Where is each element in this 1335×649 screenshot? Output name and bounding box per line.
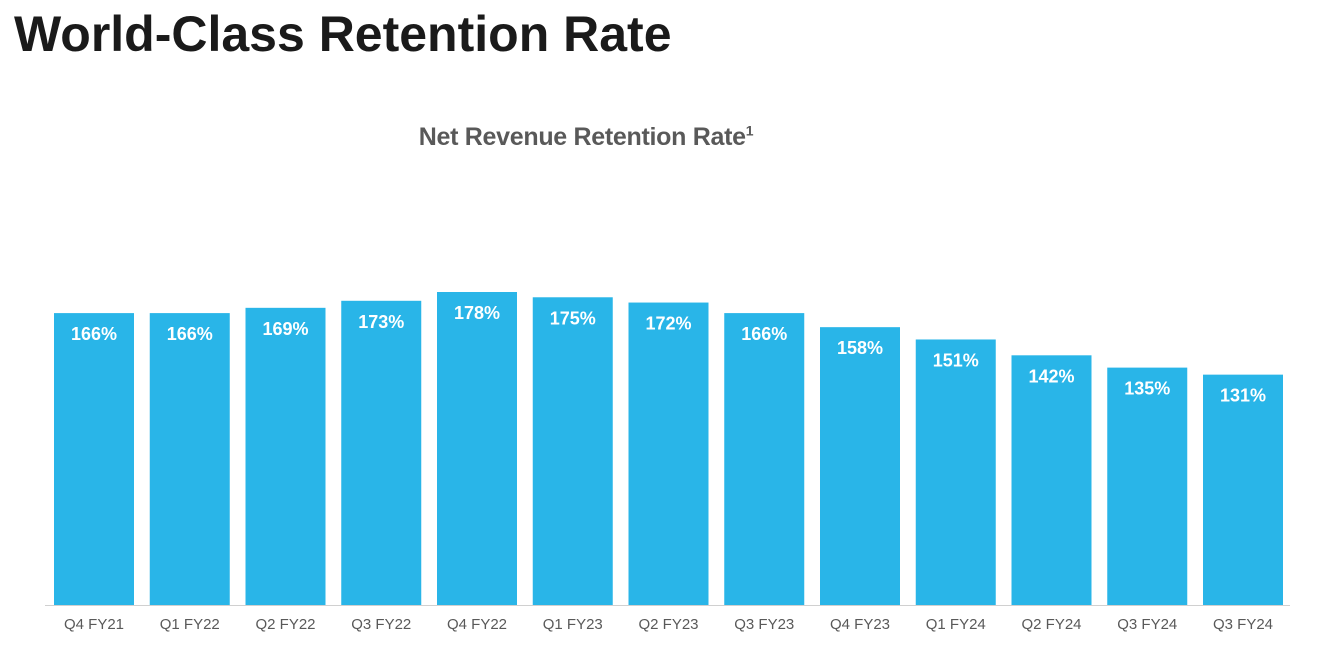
bar-value-label-11: 142% — [1028, 366, 1074, 386]
bar-value-label-6: 175% — [550, 308, 596, 328]
data-labels-group: 166% 166% 169% 173% 178% 175% 172% 166% 158% 151%… — [71, 303, 1266, 406]
x-tick-label-10: Q1 FY24 — [926, 616, 986, 633]
x-tick-label-1: Q4 FY21 — [64, 616, 124, 633]
x-tick-label-4: Q3 FY22 — [351, 616, 411, 633]
bar-1 — [54, 313, 134, 605]
x-tick-label-11: Q2 FY24 — [1021, 616, 1081, 633]
x-tick-label-5: Q4 FY22 — [447, 616, 507, 633]
bar-3 — [245, 307, 326, 605]
x-tick-label-7: Q2 FY23 — [638, 616, 698, 633]
bar-10 — [915, 339, 996, 605]
bar-value-label-4: 173% — [358, 312, 404, 332]
x-tick-label-3: Q2 FY22 — [255, 616, 315, 633]
bar-value-label-13: 131% — [1220, 386, 1266, 406]
bar-value-label-3: 169% — [262, 319, 308, 339]
bars-group — [54, 292, 1283, 605]
page-title: World-Class Retention Rate — [14, 6, 672, 62]
bar-6 — [532, 297, 613, 605]
bar-7 — [628, 302, 709, 605]
x-tick-label-12: Q3 FY24 — [1117, 616, 1177, 633]
chart-title-text: Net Revenue Retention Rate — [418, 123, 746, 151]
x-tick-label-9: Q4 FY23 — [830, 616, 890, 633]
bar-value-label-8: 166% — [741, 324, 787, 344]
bar-12 — [1107, 367, 1188, 605]
bar-5 — [437, 292, 517, 605]
bar-value-label-1: 166% — [71, 324, 117, 344]
bar-value-label-7: 172% — [645, 314, 691, 334]
bar-11 — [1011, 355, 1092, 605]
bar-8 — [724, 313, 805, 605]
bar-value-label-9: 158% — [837, 338, 883, 358]
bar-value-label-5: 178% — [454, 303, 500, 323]
bar-value-label-12: 135% — [1124, 379, 1170, 399]
x-tick-label-8: Q3 FY23 — [734, 616, 794, 633]
bar-2 — [149, 313, 230, 605]
bar-value-label-2: 166% — [167, 324, 213, 344]
chart-title-footnote-marker: 1 — [745, 122, 754, 139]
x-tick-label-2: Q1 FY22 — [160, 616, 220, 633]
x-tick-label-6: Q1 FY23 — [543, 616, 603, 633]
chart-title: Net Revenue Retention Rate1 — [0, 120, 1172, 154]
x-tick-labels-group: Q4 FY21 Q1 FY22 Q2 FY22 Q3 FY22 Q4 FY22 Q1 FY… — [64, 616, 1273, 633]
bar-4 — [341, 300, 422, 605]
bar-13 — [1203, 374, 1283, 605]
bar-9 — [820, 327, 900, 605]
bar-value-label-10: 151% — [933, 350, 979, 370]
x-tick-label-13: Q3 FY24 — [1213, 616, 1273, 633]
